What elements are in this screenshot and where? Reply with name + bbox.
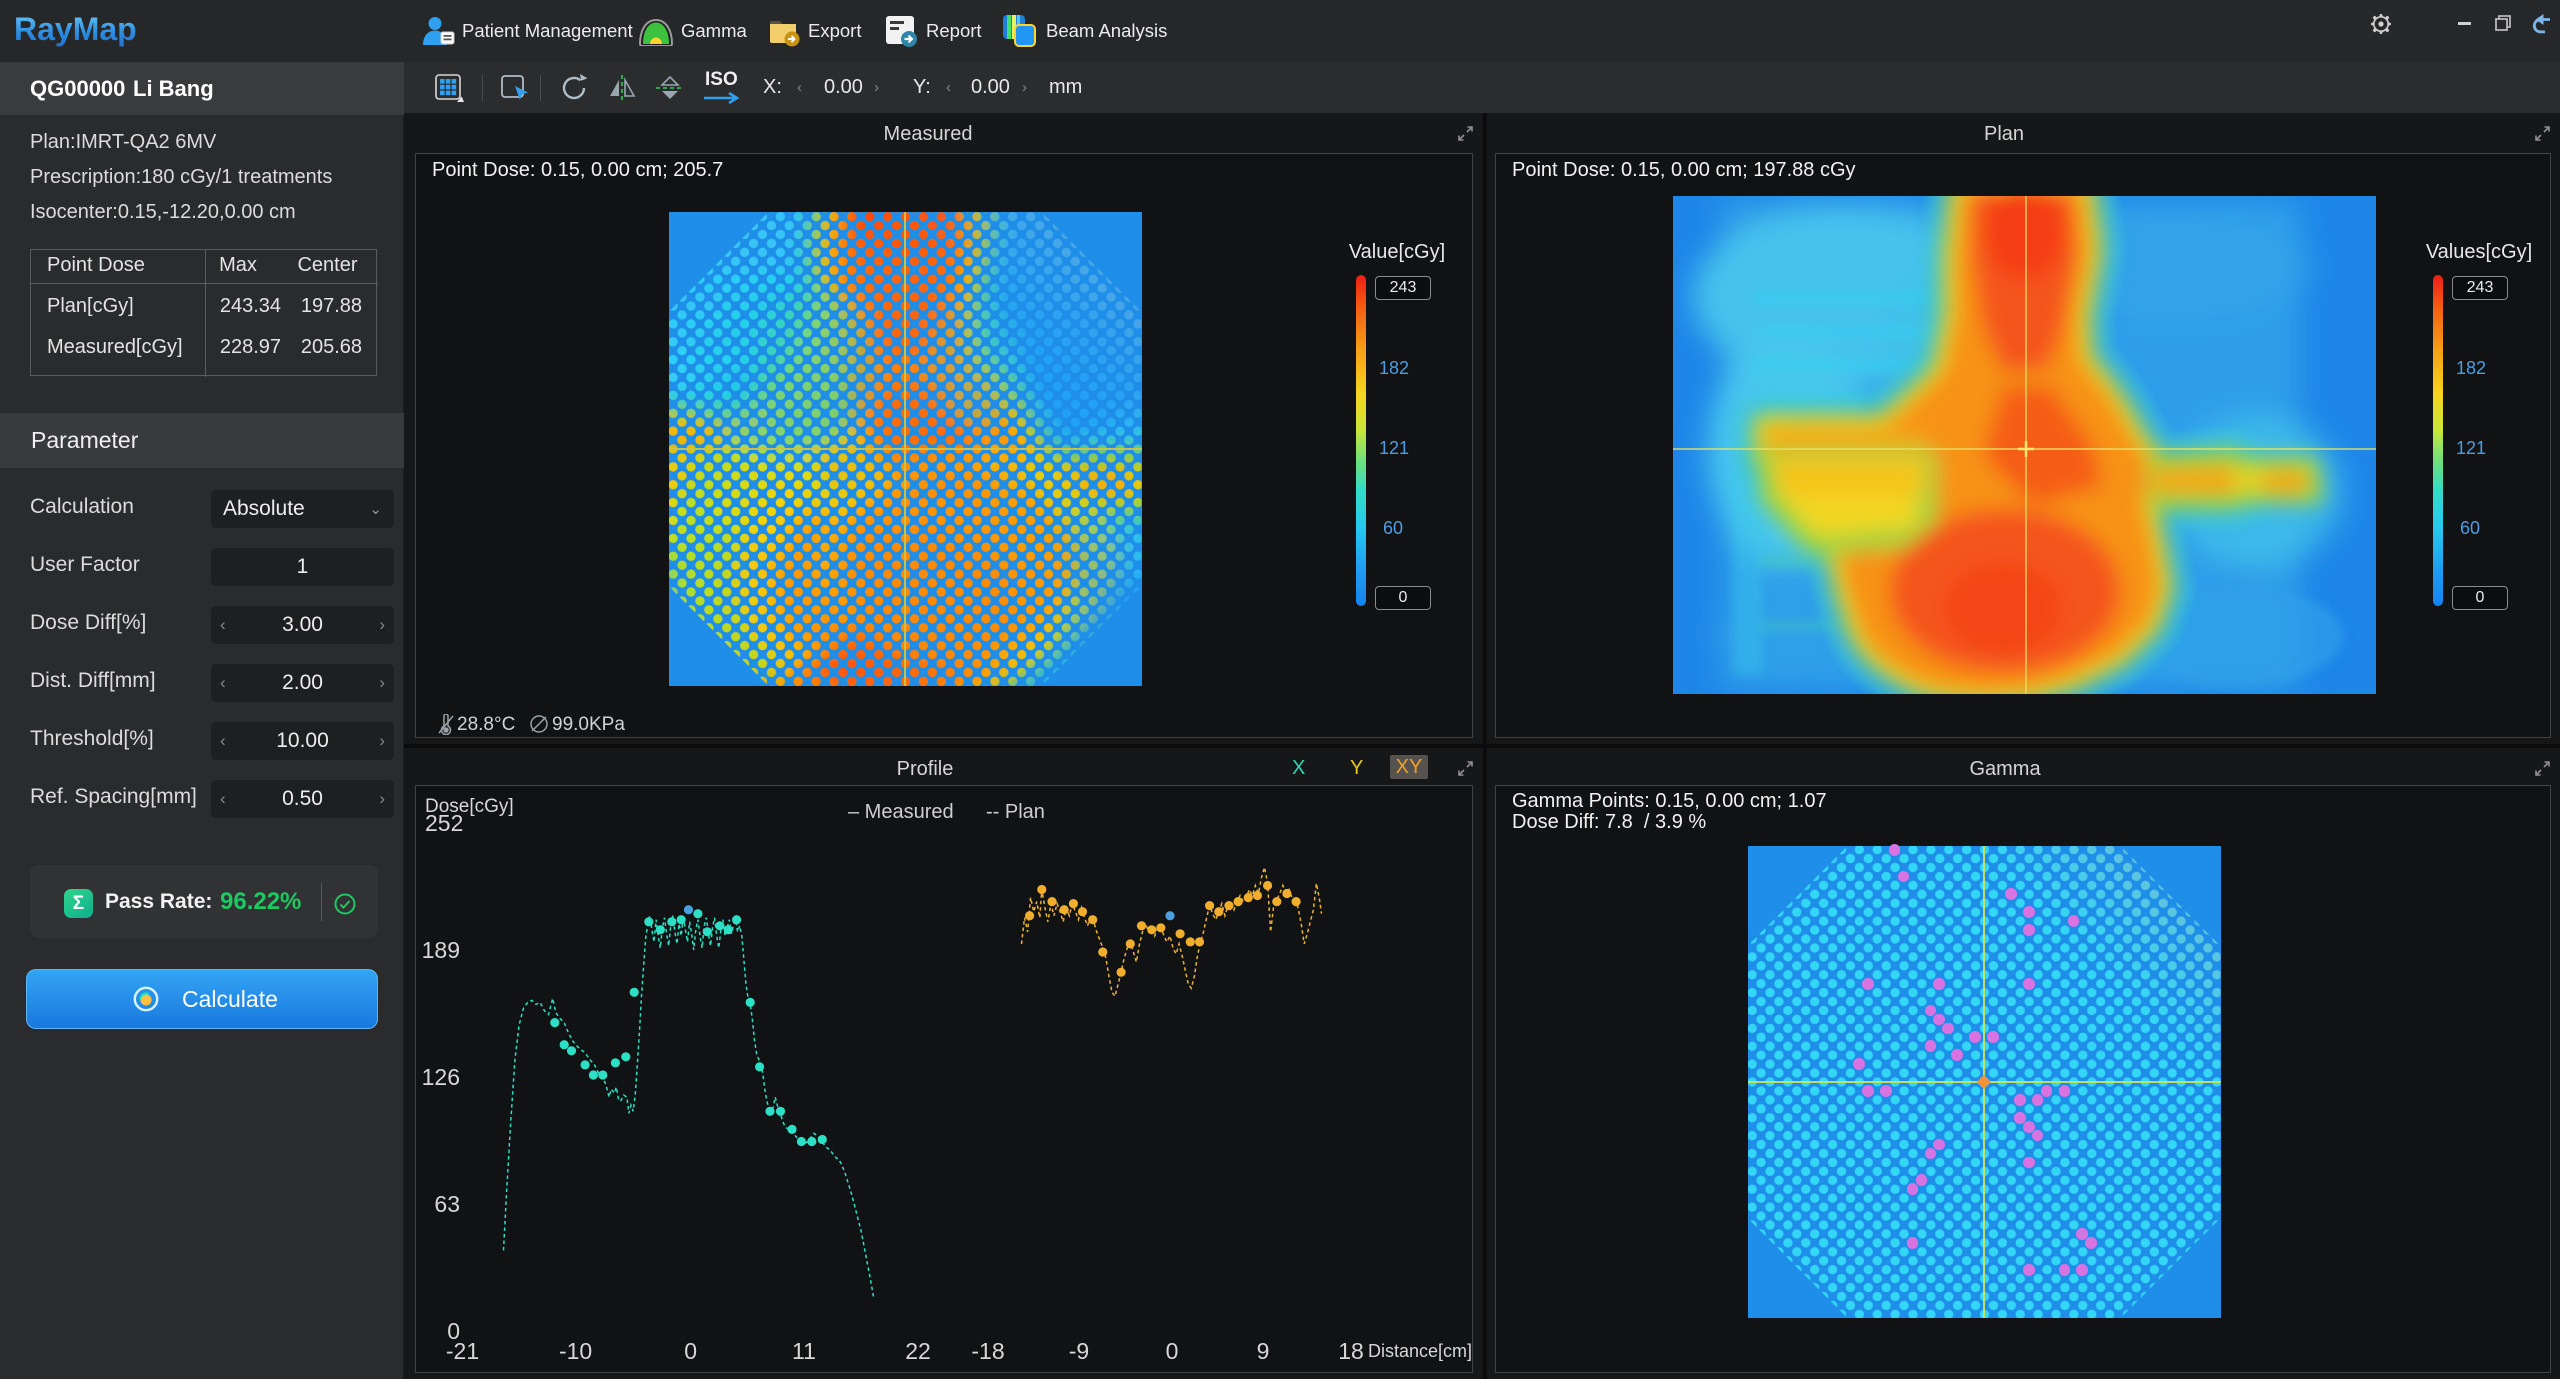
- svg-text:-9: -9: [1069, 1338, 1089, 1364]
- svg-text:22: 22: [905, 1338, 931, 1364]
- svg-text:0: 0: [447, 1318, 460, 1344]
- svg-text:-- Plan: -- Plan: [986, 801, 1045, 823]
- svg-text:0: 0: [684, 1338, 697, 1364]
- svg-text:Distance[cm]: Distance[cm]: [1368, 1341, 1472, 1361]
- svg-text:-10: -10: [559, 1338, 592, 1364]
- svg-text:63: 63: [434, 1191, 460, 1217]
- svg-text:252: 252: [425, 810, 463, 836]
- svg-text:11: 11: [792, 1338, 816, 1364]
- svg-text:0: 0: [1166, 1338, 1179, 1364]
- svg-text:18: 18: [1338, 1338, 1364, 1364]
- svg-text:Dose[cGy]: Dose[cGy]: [425, 796, 514, 817]
- svg-text:9: 9: [1257, 1338, 1270, 1364]
- svg-text:-18: -18: [971, 1338, 1004, 1364]
- svg-text:189: 189: [422, 937, 460, 963]
- svg-text:-21: -21: [446, 1338, 479, 1364]
- svg-text:– Measured: – Measured: [848, 801, 954, 823]
- svg-text:126: 126: [422, 1064, 460, 1090]
